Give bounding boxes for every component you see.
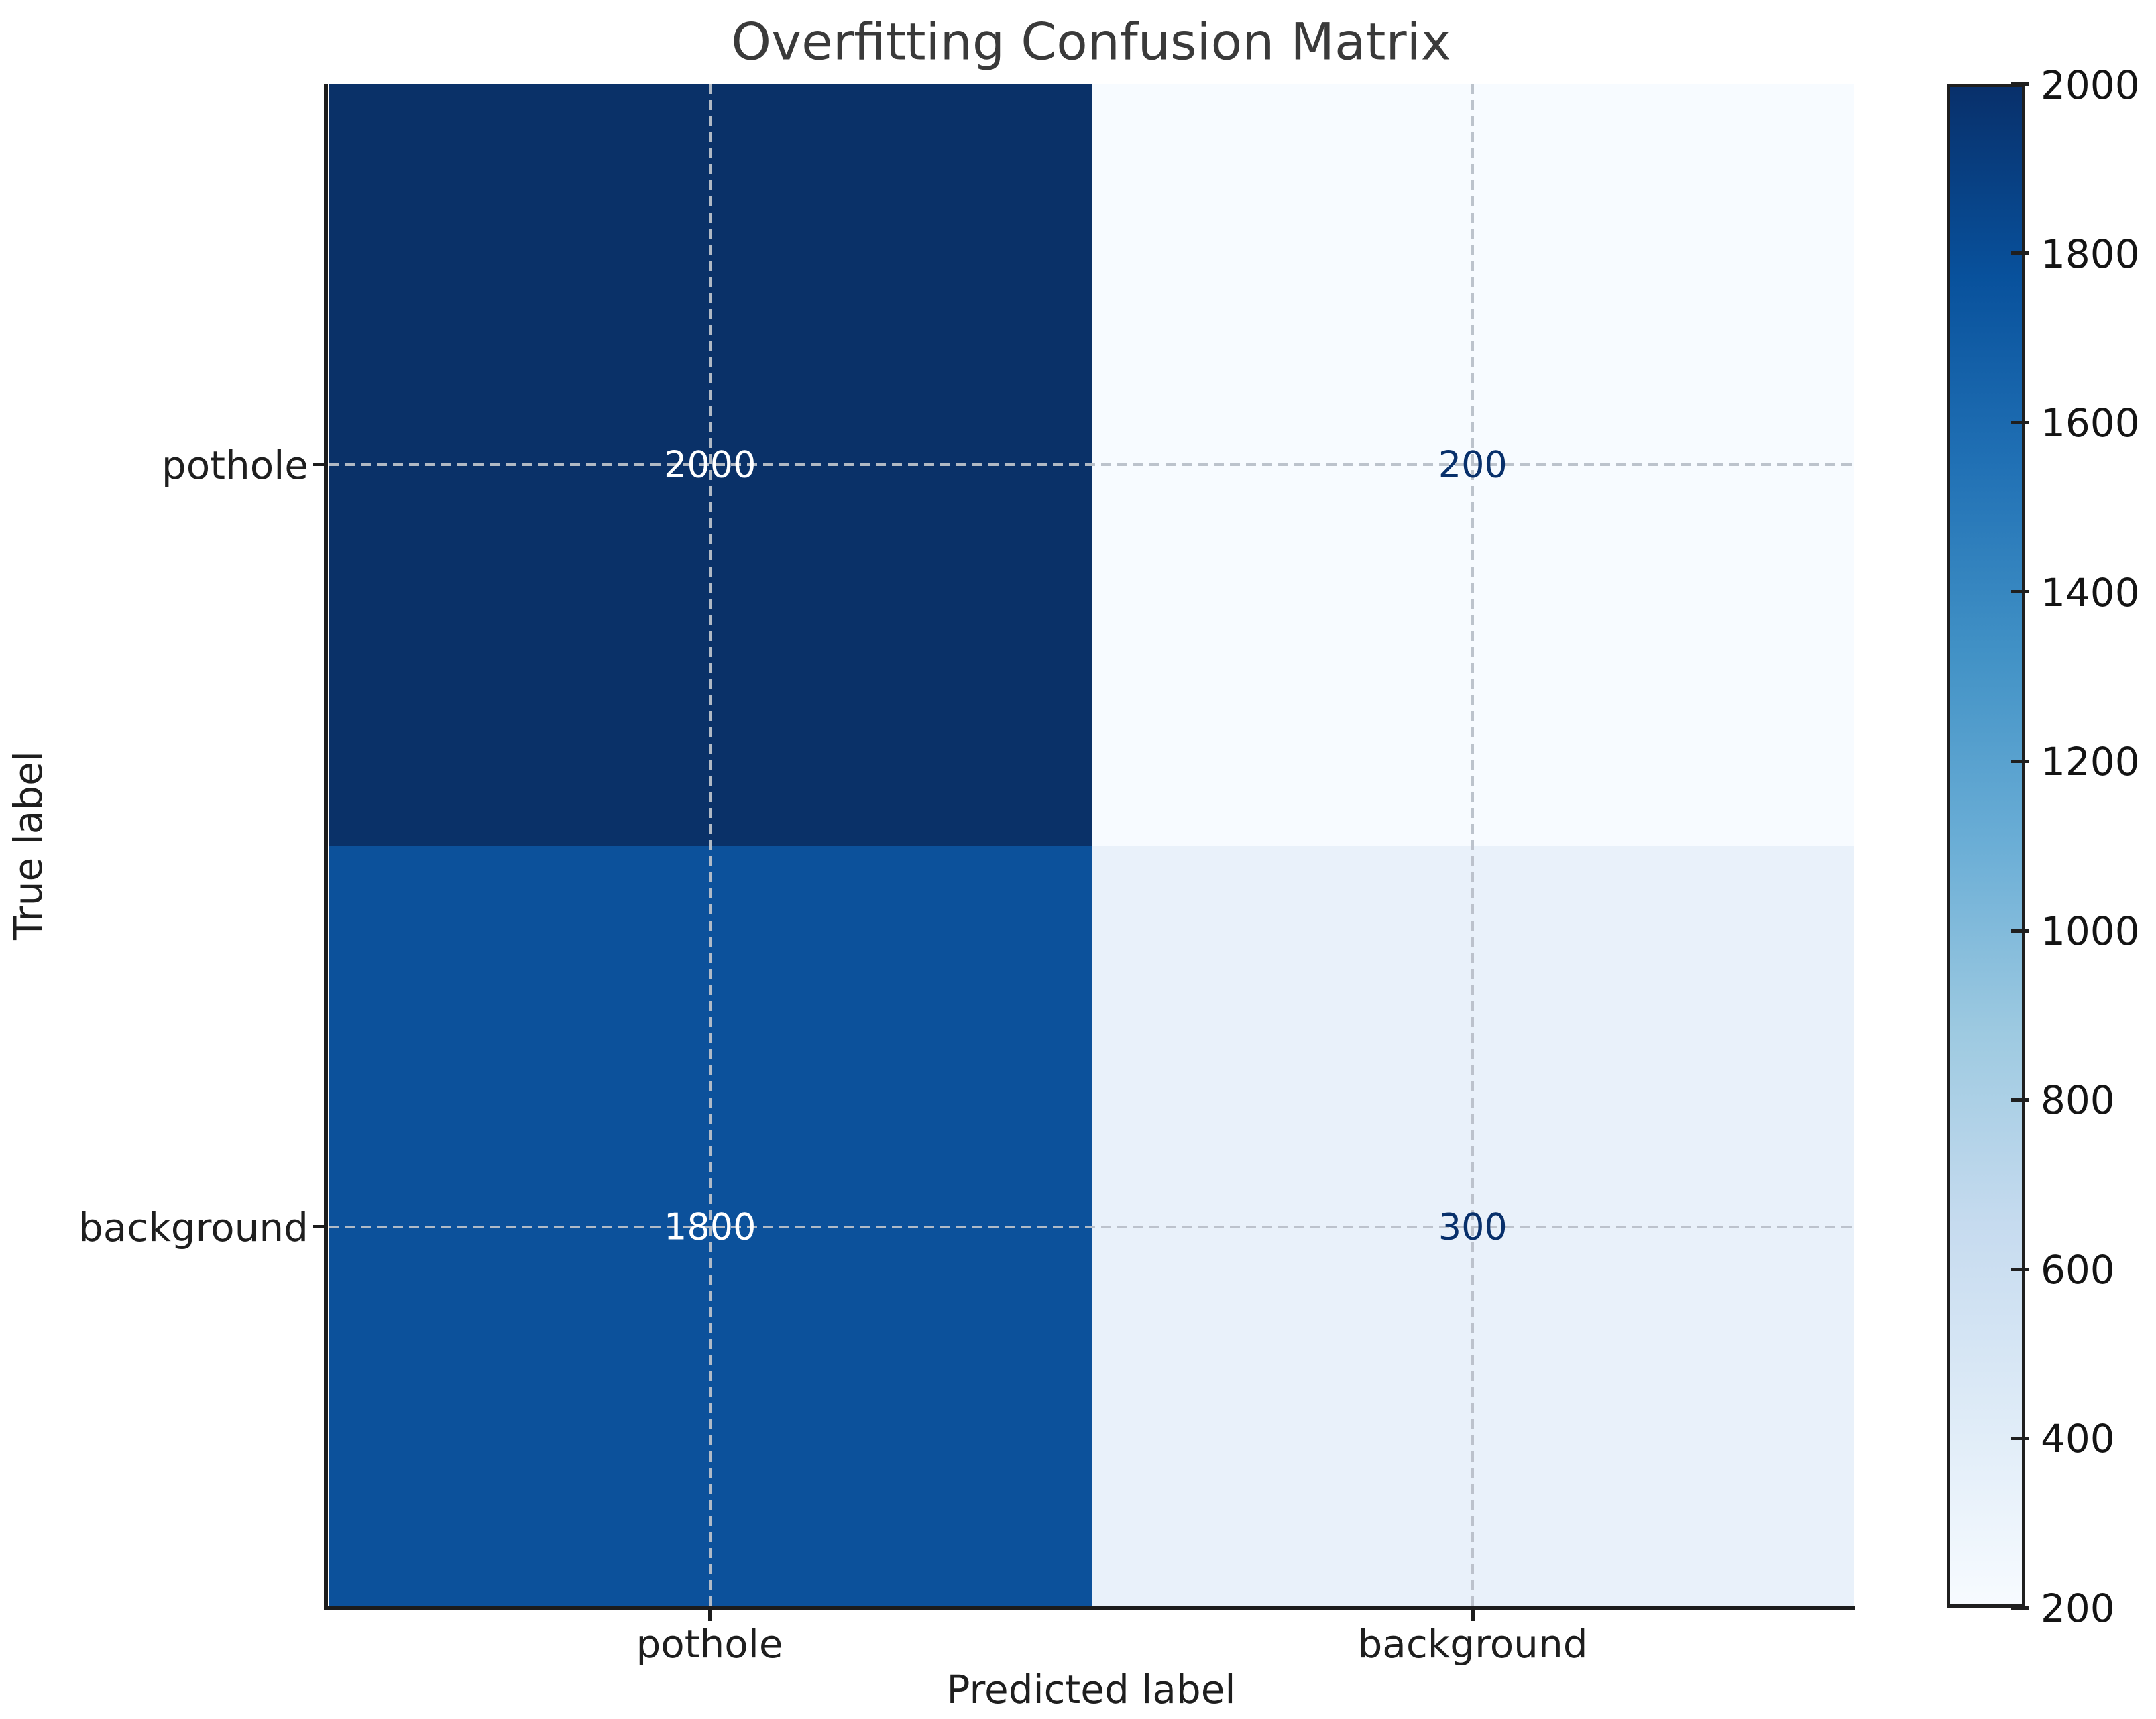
colorbar-tick-1000 bbox=[2011, 929, 2029, 933]
colorbar-tick-600 bbox=[2011, 1268, 2029, 1271]
cell-value-200: 200 bbox=[1438, 443, 1508, 486]
heatmap-plot-area: 2000 200 1800 300 bbox=[329, 84, 1854, 1608]
x-tick-label-background: background bbox=[1357, 1621, 1588, 1667]
colorbar-label-1800: 1800 bbox=[2041, 231, 2140, 277]
colorbar-label-200: 200 bbox=[2041, 1586, 2115, 1631]
gridline-horizontal-row2 bbox=[329, 1225, 1854, 1228]
colorbar-label-2000: 2000 bbox=[2041, 62, 2140, 108]
colorbar-tick-2000 bbox=[2011, 82, 2029, 86]
y-tick-label-pothole: pothole bbox=[161, 442, 308, 488]
colorbar-tick-1600 bbox=[2011, 421, 2029, 424]
cell-value-300: 300 bbox=[1438, 1205, 1508, 1248]
chart-title: Overfitting Confusion Matrix bbox=[731, 11, 1451, 72]
colorbar-tick-1200 bbox=[2011, 760, 2029, 763]
colorbar-label-400: 400 bbox=[2041, 1416, 2115, 1462]
colorbar-label-800: 800 bbox=[2041, 1077, 2115, 1123]
colorbar-label-600: 600 bbox=[2041, 1247, 2115, 1293]
x-tick-mark-pothole bbox=[708, 1610, 712, 1621]
colorbar-tick-1800 bbox=[2011, 251, 2029, 255]
colorbar-tick-800 bbox=[2011, 1098, 2029, 1102]
x-axis-spine bbox=[324, 1606, 1855, 1610]
colorbar-label-1000: 1000 bbox=[2041, 908, 2140, 954]
colorbar-tick-400 bbox=[2011, 1437, 2029, 1440]
colorbar-label-1600: 1600 bbox=[2041, 400, 2140, 446]
colorbar-tick-1400 bbox=[2011, 590, 2029, 593]
gridline-vertical-col1 bbox=[708, 84, 712, 1608]
y-tick-mark-pothole bbox=[313, 463, 324, 466]
colorbar-label-1200: 1200 bbox=[2041, 739, 2140, 784]
gridline-horizontal-row1 bbox=[329, 463, 1854, 467]
colorbar-tick-200 bbox=[2011, 1606, 2029, 1610]
y-axis-title: True label bbox=[5, 751, 51, 940]
cell-value-2000: 2000 bbox=[664, 443, 756, 486]
x-tick-label-pothole: pothole bbox=[636, 1621, 783, 1667]
gridline-vertical-col2 bbox=[1471, 84, 1475, 1608]
x-tick-mark-background bbox=[1471, 1610, 1475, 1621]
y-tick-label-background: background bbox=[78, 1205, 308, 1250]
colorbar-label-1400: 1400 bbox=[2041, 570, 2140, 615]
x-axis-title: Predicted label bbox=[946, 1667, 1236, 1712]
y-tick-mark-background bbox=[313, 1225, 324, 1228]
colorbar-gradient bbox=[1947, 84, 2025, 1608]
y-axis-spine bbox=[324, 84, 328, 1610]
cell-value-1800: 1800 bbox=[664, 1205, 756, 1248]
